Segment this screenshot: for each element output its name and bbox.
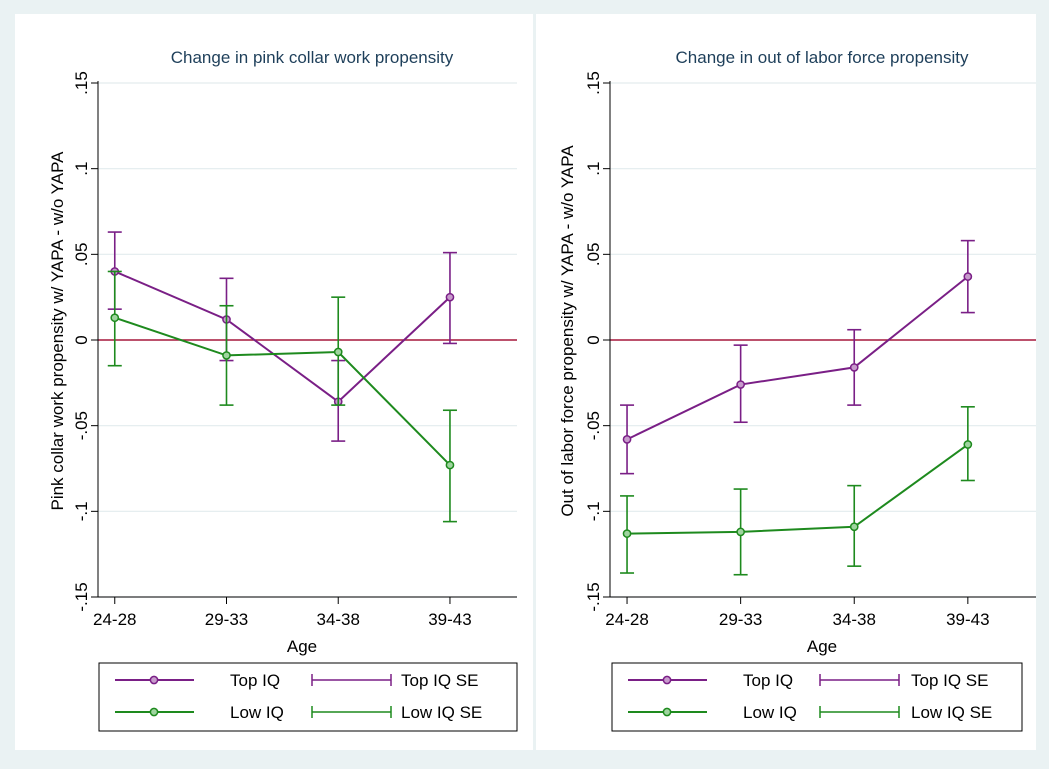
y-tick-label: .1 bbox=[584, 162, 603, 176]
series-line-top-iq bbox=[114, 270, 451, 403]
x-tick-label: 24-28 bbox=[93, 610, 136, 629]
chart-title: Change in pink collar work propensity bbox=[171, 48, 454, 67]
legend-marker-low-iq bbox=[149, 707, 159, 717]
series-line-low-iq bbox=[627, 443, 969, 535]
y-tick-label: -.05 bbox=[72, 411, 91, 440]
x-axis-label: Age bbox=[807, 637, 837, 656]
legend-label-low-iq-se: Low IQ SE bbox=[911, 703, 992, 722]
panel-pink-collar: Change in pink collar work propensity Pi… bbox=[15, 14, 533, 750]
legend-marker-low-iq bbox=[662, 707, 672, 717]
y-tick-label: .15 bbox=[584, 71, 603, 95]
y-tick-label: -.15 bbox=[584, 582, 603, 611]
x-tick-label: 34-38 bbox=[316, 610, 359, 629]
data-point-low-iq bbox=[222, 351, 231, 360]
series-line-top-iq bbox=[626, 275, 969, 441]
y-tick-label: 0 bbox=[584, 335, 603, 344]
x-tick-label: 39-43 bbox=[946, 610, 989, 629]
x-tick-label: 34-38 bbox=[832, 610, 875, 629]
legend-box bbox=[611, 662, 1023, 732]
x-tick-label: 39-43 bbox=[428, 610, 471, 629]
y-axis-label: Pink collar work propensity w/ YAPA - w/… bbox=[48, 151, 67, 511]
data-point-low-iq bbox=[333, 347, 343, 357]
legend: Top IQ Top IQ SE Low IQ Low IQ SE bbox=[98, 662, 518, 732]
y-tick-label: .05 bbox=[584, 243, 603, 267]
y-axis-label: Out of labor force propensity w/ YAPA - … bbox=[558, 145, 577, 517]
legend: Top IQ Top IQ SE Low IQ Low IQ SE bbox=[611, 662, 1023, 732]
legend-label-top-iq: Top IQ bbox=[230, 671, 280, 690]
y-tick-label: -.1 bbox=[72, 501, 91, 521]
y-tick-label: 0 bbox=[72, 335, 91, 344]
data-point-low-iq bbox=[445, 460, 455, 470]
legend-label-top-iq-se: Top IQ SE bbox=[401, 671, 478, 690]
y-tick-label: -.15 bbox=[72, 582, 91, 611]
legend-marker-top-iq bbox=[662, 675, 672, 685]
x-axis-label: Age bbox=[287, 637, 317, 656]
data-point-top-iq bbox=[445, 292, 455, 302]
series-line-low-iq bbox=[114, 316, 451, 466]
data-point-top-iq bbox=[736, 380, 745, 389]
y-tick-label: -.05 bbox=[584, 411, 603, 440]
y-tick-label: -.1 bbox=[584, 501, 603, 521]
data-point-low-iq bbox=[736, 527, 745, 537]
legend-label-top-iq: Top IQ bbox=[743, 671, 793, 690]
y-tick-label: .05 bbox=[72, 243, 91, 267]
data-point-top-iq bbox=[849, 363, 859, 372]
data-point-top-iq bbox=[963, 272, 973, 281]
legend-box bbox=[98, 662, 518, 732]
legend-label-low-iq: Low IQ bbox=[743, 703, 797, 722]
panel-out-of-labor-force: Change in out of labor force propensity … bbox=[536, 14, 1036, 750]
data-point-low-iq bbox=[622, 529, 632, 538]
x-tick-label: 29-33 bbox=[205, 610, 248, 629]
y-tick-label: .15 bbox=[72, 71, 91, 95]
data-point-low-iq bbox=[110, 313, 120, 323]
legend-label-low-iq: Low IQ bbox=[230, 703, 284, 722]
legend-label-top-iq-se: Top IQ SE bbox=[911, 671, 988, 690]
x-tick-label: 29-33 bbox=[719, 610, 762, 629]
y-tick-label: .1 bbox=[72, 162, 91, 176]
legend-label-low-iq-se: Low IQ SE bbox=[401, 703, 482, 722]
data-point-low-iq bbox=[849, 522, 859, 532]
chart-title: Change in out of labor force propensity bbox=[676, 48, 969, 67]
data-point-top-iq bbox=[622, 435, 632, 444]
legend-marker-top-iq bbox=[149, 675, 159, 685]
x-tick-label: 24-28 bbox=[605, 610, 648, 629]
data-point-low-iq bbox=[963, 440, 973, 449]
panel-background bbox=[15, 14, 533, 750]
panel-background bbox=[536, 14, 1036, 750]
